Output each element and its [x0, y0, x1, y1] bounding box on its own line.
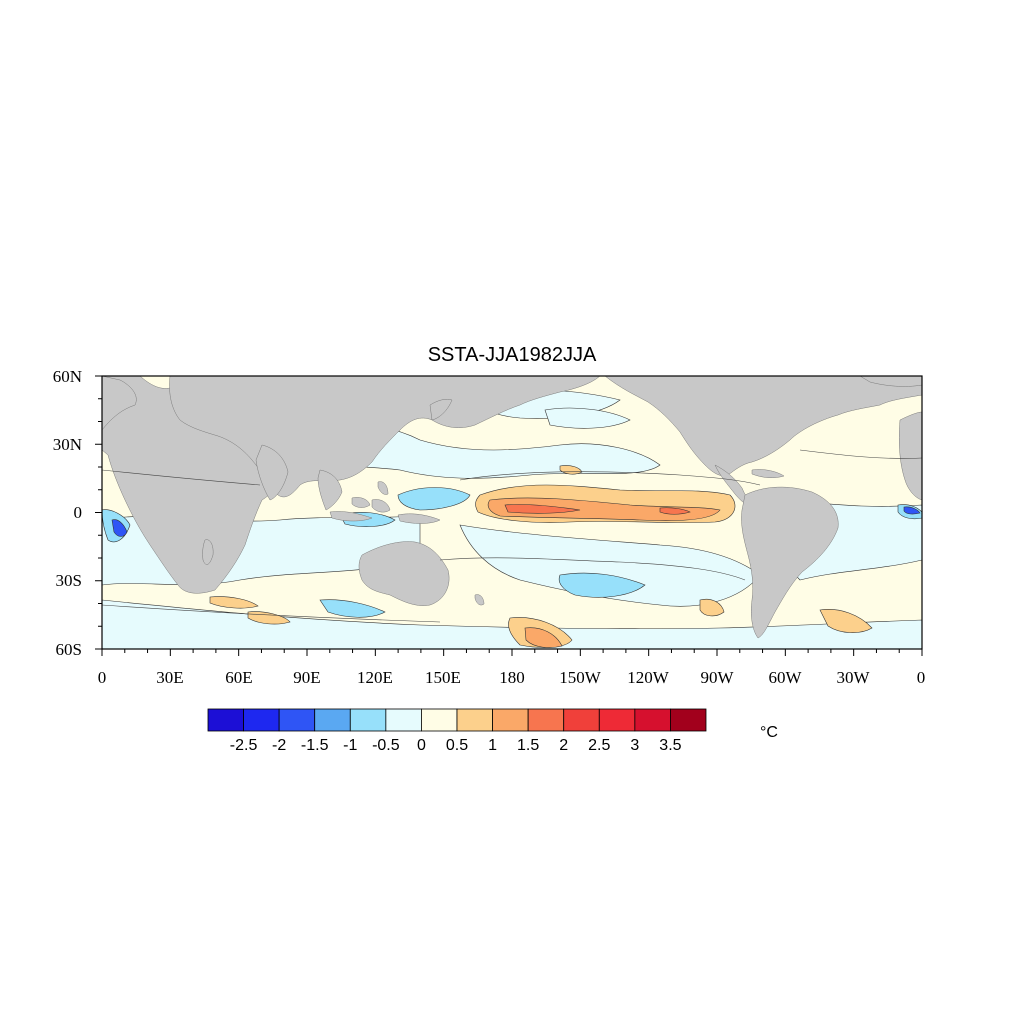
colorbar-swatch: [349, 708, 387, 732]
colorbar-swatch: [421, 708, 458, 732]
lon-label-150e: 150E: [425, 668, 461, 687]
colorbar-swatch: [278, 708, 316, 732]
lat-label-60n: 60N: [53, 367, 82, 386]
land-masses: [102, 376, 922, 639]
longitude-labels: 0 30E 60E 90E 120E 150E 180 150W 120W 90…: [98, 668, 926, 687]
colorbar-tick-label: 3.5: [659, 737, 681, 754]
lon-label-0: 0: [98, 668, 107, 687]
colorbar-swatch: [598, 708, 636, 732]
lat-label-30s: 30S: [56, 571, 82, 590]
colorbar-swatch: [456, 708, 493, 732]
zero-contours: [102, 449, 922, 623]
lon-label-150w: 150W: [559, 668, 602, 687]
lat-label-eq: 0: [74, 503, 83, 522]
colorbar-tick-label: 0.5: [446, 737, 468, 754]
lon-label-60e: 60E: [225, 668, 252, 687]
colorbar-swatch: [385, 708, 422, 732]
colorbar-swatch: [670, 708, 707, 732]
colorbar-tick-label: 0: [417, 737, 426, 754]
lon-label-0-east: 0: [917, 668, 926, 687]
colorbar-tick-label: -1.5: [301, 737, 329, 754]
colorbar-units: °C: [760, 724, 778, 741]
colorbar-swatch: [243, 708, 280, 732]
lon-label-90w: 90W: [700, 668, 734, 687]
positive-anomaly-strong: [504, 504, 691, 515]
colorbar-tick-label: -2.5: [230, 737, 258, 754]
colorbar-swatch: [492, 708, 529, 732]
lon-label-60w: 60W: [768, 668, 802, 687]
lon-label-30e: 30E: [156, 668, 183, 687]
colorbar-tick-label: 3: [630, 737, 639, 754]
map-title: SSTA-JJA1982JJA: [428, 344, 597, 366]
lat-label-60s: 60S: [56, 640, 82, 659]
colorbar-tick-label: -0.5: [372, 737, 400, 754]
colorbar-tick-label: -1: [343, 737, 357, 754]
colorbar-swatch: [314, 708, 351, 732]
colorbar-swatch: [527, 708, 565, 732]
lon-label-120e: 120E: [357, 668, 393, 687]
colorbar-tick-label: 2.5: [588, 737, 610, 754]
lon-label-120w: 120W: [627, 668, 670, 687]
colorbar-tick-label: -2: [272, 737, 286, 754]
colorbar-swatch: [563, 708, 600, 732]
lon-label-90e: 90E: [293, 668, 320, 687]
colorbar-tick-label: 1.5: [517, 737, 539, 754]
colorbar-swatch: [207, 708, 244, 732]
map-plot-area: [102, 376, 922, 649]
lon-label-30w: 30W: [836, 668, 870, 687]
lat-label-30n: 30N: [53, 435, 82, 454]
colorbar-tick-label: 2: [559, 737, 568, 754]
latitude-labels: 60N 30N 0 30S 60S: [53, 367, 82, 659]
colorbar-labels: -2.5 -2 -1.5 -1 -0.5 0 0.5 1 1.5 2 2.5 3 3.5: [230, 737, 682, 754]
axis-ticks: [95, 375, 923, 656]
lon-label-180: 180: [499, 668, 525, 687]
colorbar-tick-label: 1: [488, 737, 497, 754]
colorbar: [207, 708, 707, 732]
colorbar-swatch: [634, 708, 671, 732]
